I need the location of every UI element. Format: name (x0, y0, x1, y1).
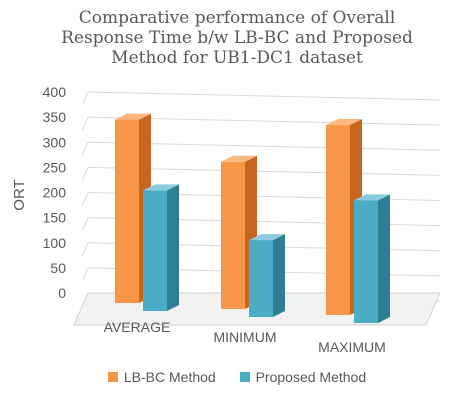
y-tick-label: 400 (43, 84, 67, 100)
label-layer: 0 50 100 150 200 250 300 350 400 ORT AVERAGE MINIMU… (11, 84, 386, 355)
bar-top (354, 194, 390, 201)
y-tick-label: 150 (43, 210, 67, 226)
bar-side (167, 184, 179, 311)
chart-title-line-3: Method for UB1-DC1 dataset (111, 48, 363, 68)
legend: LB-BC Method Proposed Method (0, 369, 474, 385)
chart-title-line-2: Response Time b/w LB-BC and Proposed (61, 28, 413, 48)
y-tick-label: 50 (50, 260, 66, 276)
y-tick-label: 350 (43, 109, 67, 125)
legend-item-proposed: Proposed Method (239, 369, 367, 385)
y-tick-label: 200 (43, 185, 67, 201)
bar-side (273, 234, 285, 317)
bar-top (143, 184, 179, 191)
bar-lb-bc-method-minimum (221, 155, 257, 309)
bar-front (143, 190, 167, 311)
x-tick-label-minimum: MINIMUM (214, 329, 277, 345)
bar-front (249, 240, 273, 317)
x-tick-label-maximum: MAXIMUM (318, 339, 386, 355)
gridline (87, 91, 441, 101)
y-axis-label: ORT (11, 179, 28, 210)
chart-title: Comparative performance of Overall Respo… (0, 8, 474, 68)
gridline-side (81, 267, 89, 281)
x-tick-label-average: AVERAGE (104, 319, 171, 335)
legend-swatch-proposed (239, 372, 250, 382)
y-tick-label: 0 (58, 285, 66, 301)
gridline-side (81, 91, 89, 106)
bar-front (221, 161, 245, 309)
bar-top (326, 119, 362, 126)
bar-side (378, 194, 390, 323)
gridline-side (81, 242, 89, 256)
bar-top (249, 234, 285, 241)
bar-proposed-method-maximum (354, 194, 390, 323)
legend-swatch-lb-bc (107, 372, 118, 382)
gridline-side (81, 167, 89, 181)
gridline-side (81, 142, 89, 156)
y-tick-label: 100 (43, 235, 67, 251)
bar-top (221, 155, 257, 162)
bar-front (326, 125, 350, 316)
chart-title-line-1: Comparative performance of Overall (78, 8, 396, 28)
gridline-side (81, 116, 89, 131)
gridline-side (81, 192, 89, 206)
bar-layer (115, 113, 390, 323)
gridline-side (81, 217, 89, 231)
bar-top (115, 113, 151, 120)
y-tick-label: 250 (43, 159, 67, 175)
legend-label-proposed: Proposed Method (255, 369, 367, 385)
bar-lb-bc-method-maximum (326, 119, 362, 316)
bar-proposed-method-minimum (249, 234, 285, 317)
bar-proposed-method-average (143, 184, 179, 311)
legend-label-lb-bc: LB-BC Method (123, 369, 216, 385)
y-tick-label: 300 (43, 134, 67, 150)
bar-front (354, 200, 378, 323)
legend-item-lb-bc: LB-BC Method (107, 369, 216, 385)
bar-front (115, 119, 139, 304)
